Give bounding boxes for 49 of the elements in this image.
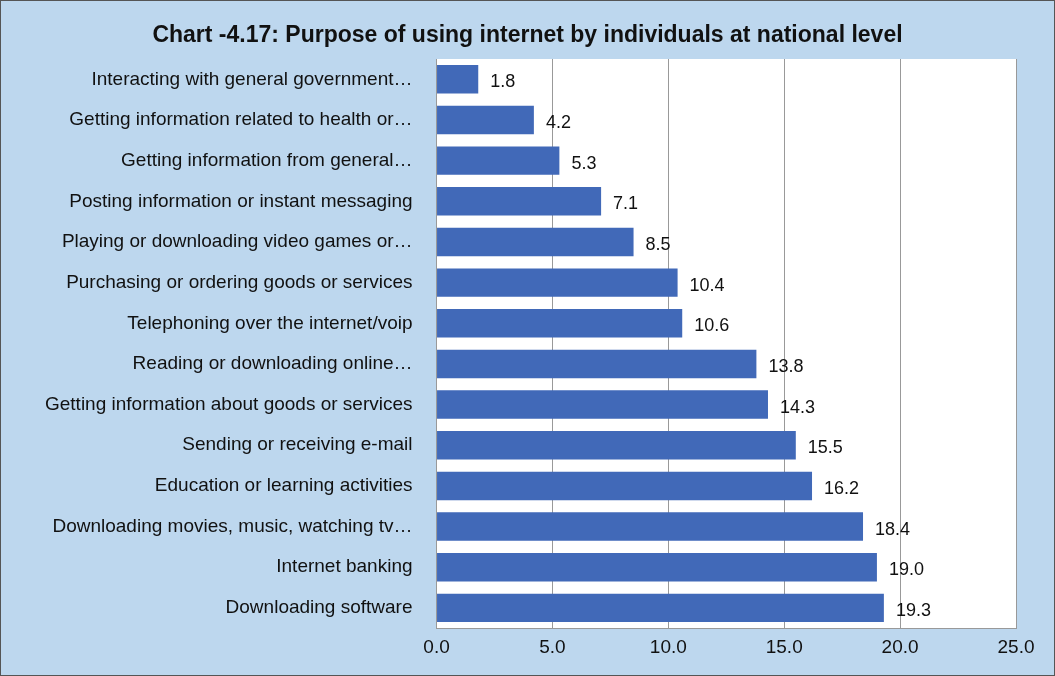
bar bbox=[437, 268, 678, 297]
bar bbox=[437, 431, 796, 460]
bar bbox=[437, 471, 813, 501]
x-tick-label: 0.0 bbox=[423, 635, 450, 657]
bar bbox=[437, 390, 768, 419]
chart-title: Chart -4.17: Purpose of using internet by individuals at national level bbox=[151, 21, 904, 48]
data-label: 1.8 bbox=[490, 71, 516, 92]
y-tick-label: Downloading software bbox=[225, 596, 413, 618]
x-tick-label: 25.0 bbox=[997, 635, 1035, 657]
x-tick-label: 5.0 bbox=[539, 635, 566, 657]
data-label: 8.5 bbox=[645, 233, 671, 254]
data-label: 10.6 bbox=[694, 315, 730, 336]
bar bbox=[437, 309, 683, 338]
data-label: 5.3 bbox=[571, 152, 597, 173]
y-tick-label: Getting information about goods or services bbox=[45, 392, 413, 414]
x-tick-label: 20.0 bbox=[881, 635, 919, 657]
x-tick-label: 10.0 bbox=[649, 635, 687, 657]
x-tick-label: 15.0 bbox=[765, 635, 803, 657]
data-label: 7.1 bbox=[613, 193, 639, 214]
data-label: 16.2 bbox=[824, 477, 860, 498]
bar bbox=[437, 146, 560, 175]
data-label: 10.4 bbox=[689, 274, 725, 295]
y-tick-label: Playing or downloading video games or… bbox=[61, 230, 413, 252]
y-tick-label: Getting information from general… bbox=[121, 148, 413, 170]
bar bbox=[437, 593, 884, 623]
y-tick-label: Getting information related to health or… bbox=[69, 108, 413, 130]
y-tick-label: Interacting with general government… bbox=[91, 67, 413, 89]
y-tick-label: Sending or receiving e-mail bbox=[182, 433, 413, 455]
y-tick-label: Telephoning over the internet/voip bbox=[127, 311, 413, 333]
bar bbox=[437, 227, 634, 257]
bar bbox=[437, 187, 602, 216]
data-label: 18.4 bbox=[875, 518, 911, 539]
y-tick-label: Reading or downloading online… bbox=[132, 352, 413, 374]
data-label: 15.5 bbox=[807, 437, 843, 458]
data-label: 19.0 bbox=[888, 559, 924, 580]
y-tick-label: Internet banking bbox=[276, 555, 413, 577]
data-label: 14.3 bbox=[779, 396, 816, 417]
bar bbox=[437, 512, 864, 541]
y-tick-label: Education or learning activities bbox=[154, 474, 413, 496]
y-tick-label: Purchasing or ordering goods or services bbox=[66, 270, 413, 292]
y-tick-label: Downloading movies, music, watching tv… bbox=[52, 514, 413, 536]
y-tick-label: Posting information or instant messaging bbox=[69, 189, 413, 211]
data-label: 19.3 bbox=[895, 599, 931, 620]
bar bbox=[437, 65, 479, 94]
data-label: 4.2 bbox=[545, 111, 571, 132]
bar bbox=[437, 552, 877, 582]
bar bbox=[437, 105, 534, 135]
data-label: 13.8 bbox=[768, 355, 804, 376]
bar bbox=[437, 349, 757, 379]
